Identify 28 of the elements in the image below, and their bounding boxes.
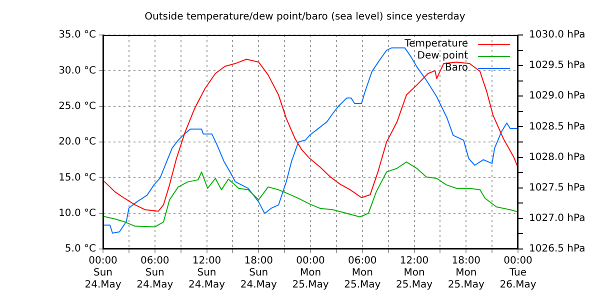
y-tick-label: 5.0 °C bbox=[64, 244, 96, 255]
y2-tick-label: 1028.5 hPa bbox=[529, 121, 586, 132]
x-tick-label: 18:00 Mon 25.May bbox=[448, 256, 484, 291]
y2-tick-label: 1027.0 hPa bbox=[529, 213, 586, 224]
x-tick-label: 18:00 Sun 24.May bbox=[240, 256, 277, 291]
x-tick-label: 06:00 Mon 25.May bbox=[344, 256, 381, 291]
y2-tick-label: 1027.5 hPa bbox=[529, 182, 586, 194]
y2-tick-label: 1026.5 hPa bbox=[529, 244, 586, 255]
legend-label: Temperature bbox=[404, 38, 468, 50]
legend-label: Dew point bbox=[417, 50, 468, 62]
y-tick-label: 20.0 °C bbox=[58, 136, 96, 148]
legend-label: Baro bbox=[445, 62, 468, 74]
y-tick-label: 10.0 °C bbox=[58, 208, 96, 219]
x-tick-label: 00:00 Sun 24.May bbox=[84, 256, 122, 291]
y-tick-label: 30.0 °C bbox=[58, 65, 96, 76]
x-tick-label: 00:00 Tue 26.May bbox=[500, 256, 536, 291]
x-tick-label: 12:00 Mon 25.May bbox=[396, 256, 433, 291]
x-tick-label: 00:00 Mon 25.May bbox=[292, 256, 329, 291]
x-tick-label: 12:00 Sun 24.May bbox=[188, 256, 226, 291]
chart-title: Outside temperature/dew point/baro (sea level) since yesterday bbox=[144, 12, 466, 23]
y2-tick-label: 1028.0 hPa bbox=[529, 152, 586, 163]
y-tick-label: 15.0 °C bbox=[58, 172, 96, 184]
y2-tick-label: 1029.0 hPa bbox=[529, 90, 586, 102]
y2-tick-label: 1030.0 hPa bbox=[529, 30, 586, 41]
x-tick-label: 06:00 Sun 24.May bbox=[136, 256, 174, 291]
y2-tick-label: 1029.5 hPa bbox=[529, 60, 586, 72]
y-tick-label: 35.0 °C bbox=[58, 30, 96, 41]
y-tick-label: 25.0 °C bbox=[58, 100, 96, 112]
